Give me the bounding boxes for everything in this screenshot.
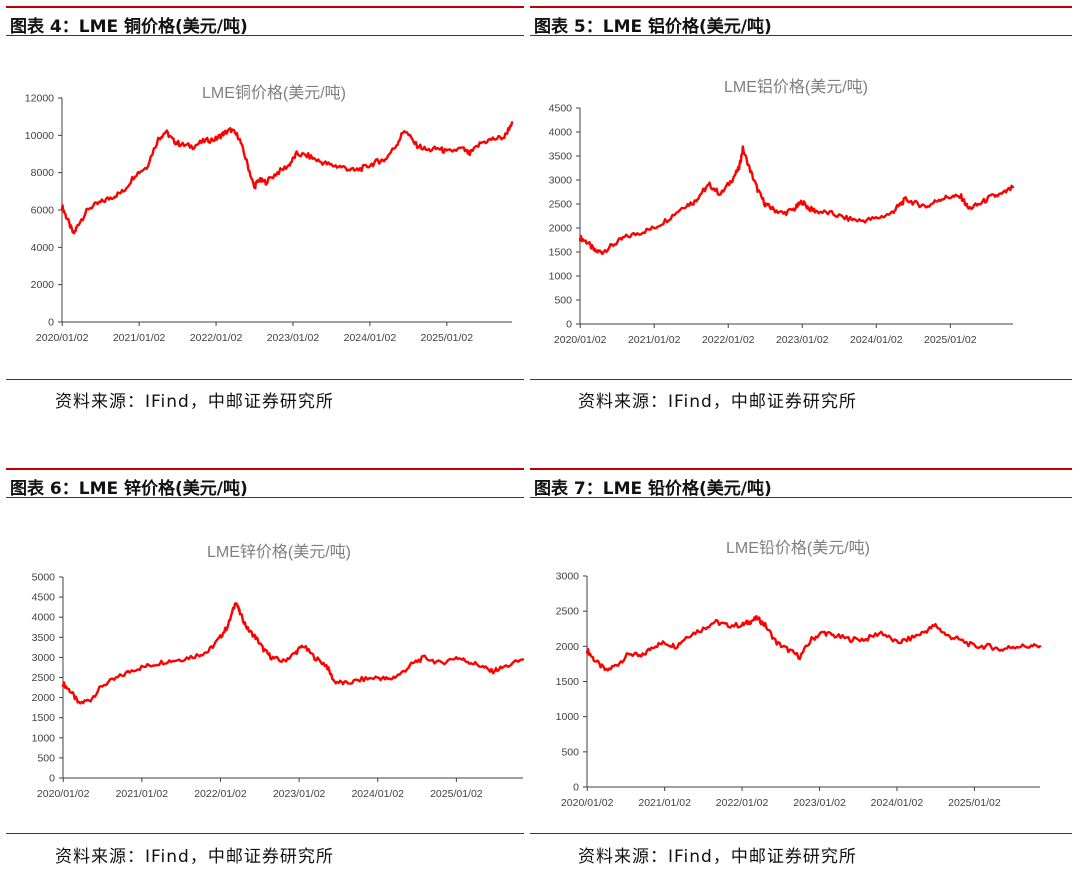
panel-3-source-line [530, 833, 1072, 834]
y-tick-label: 4000 [31, 242, 55, 254]
x-tick-label: 2020/01/02 [561, 797, 614, 809]
series-line [580, 147, 1013, 254]
y-tick-label: 1500 [32, 712, 56, 724]
x-tick-label: 2025/01/02 [430, 788, 483, 800]
chart-title: LME铝价格(美元/吨) [724, 78, 868, 96]
panel-0-chart: LME铜价格(美元/吨) 0 2000 4000 6000 8000 10000 12000 2… [0, 0, 540, 360]
y-tick-label: 0 [49, 773, 55, 785]
y-tick-label: 0 [573, 782, 579, 794]
y-tick-label: 2000 [32, 692, 56, 704]
y-tick-label: 1000 [556, 711, 580, 723]
y-tick-label: 3500 [32, 632, 56, 644]
y-tick-label: 500 [561, 746, 579, 758]
x-tick-label: 2021/01/02 [628, 334, 681, 346]
panel-3-source: 资料来源：IFind，中邮证券研究所 [578, 842, 857, 867]
y-tick-label: 2000 [31, 279, 55, 291]
y-tick-label: 1500 [549, 247, 573, 259]
y-tick-label: 4000 [549, 127, 573, 139]
y-tick-label: 3000 [556, 571, 580, 583]
y-tick-label: 4000 [32, 612, 56, 624]
x-tick-label: 2024/01/02 [344, 332, 397, 344]
x-tick-label: 2022/01/02 [194, 788, 247, 800]
chart-title: LME铜价格(美元/吨) [202, 84, 346, 102]
y-tick-label: 1500 [556, 676, 580, 688]
panel-0-source-line [6, 379, 524, 380]
y-tick-label: 2500 [556, 606, 580, 618]
x-tick-label: 2024/01/02 [850, 334, 903, 346]
y-tick-label: 4500 [32, 592, 56, 604]
series-line [62, 122, 512, 233]
x-tick-label: 2021/01/02 [116, 788, 169, 800]
x-tick-label: 2022/01/02 [702, 334, 755, 346]
x-tick-label: 2024/01/02 [871, 797, 924, 809]
x-tick-label: 2023/01/02 [776, 334, 829, 346]
panel-1-source: 资料来源：IFind，中邮证券研究所 [578, 387, 857, 412]
x-tick-label: 2020/01/02 [36, 332, 89, 344]
panel-2-chart: LME锌价格(美元/吨) 0 500 1000 1500 2000 2500 3000 3500… [0, 460, 540, 820]
panel-2-source: 资料来源：IFind，中邮证券研究所 [55, 842, 334, 867]
panel-1-chart: LME铝价格(美元/吨) 0 500 1000 1500 2000 2500 3000 3500… [540, 0, 1080, 360]
x-tick-label: 2025/01/02 [924, 334, 977, 346]
panel-1-source-line [530, 379, 1072, 380]
y-tick-label: 3500 [549, 151, 573, 163]
y-tick-label: 1000 [32, 732, 56, 744]
y-tick-label: 3000 [549, 175, 573, 187]
x-tick-label: 2023/01/02 [793, 797, 846, 809]
y-tick-label: 0 [48, 317, 54, 329]
x-tick-label: 2021/01/02 [113, 332, 166, 344]
x-tick-label: 2025/01/02 [948, 797, 1001, 809]
y-tick-label: 0 [566, 319, 572, 331]
x-tick-label: 2022/01/02 [190, 332, 243, 344]
x-tick-label: 2023/01/02 [267, 332, 320, 344]
x-tick-label: 2022/01/02 [716, 797, 769, 809]
y-tick-label: 4500 [549, 103, 573, 115]
y-tick-label: 500 [554, 295, 572, 307]
x-tick-label: 2024/01/02 [351, 788, 404, 800]
series-line [587, 616, 1040, 670]
x-tick-label: 2025/01/02 [421, 332, 474, 344]
y-tick-label: 10000 [25, 130, 54, 142]
y-tick-label: 5000 [32, 572, 56, 584]
y-tick-label: 2000 [549, 223, 573, 235]
y-tick-label: 2500 [32, 672, 56, 684]
y-tick-label: 2500 [549, 199, 573, 211]
y-tick-label: 1000 [549, 271, 573, 283]
chart-title: LME锌价格(美元/吨) [207, 543, 351, 561]
y-tick-label: 8000 [31, 167, 55, 179]
y-tick-label: 500 [37, 752, 55, 764]
y-tick-label: 12000 [25, 93, 54, 105]
y-tick-label: 3000 [32, 652, 56, 664]
x-tick-label: 2023/01/02 [273, 788, 326, 800]
panel-0-source: 资料来源：IFind，中邮证券研究所 [55, 387, 334, 412]
y-tick-label: 6000 [31, 205, 55, 217]
chart-title: LME铅价格(美元/吨) [726, 539, 870, 557]
series-line [63, 603, 523, 703]
x-tick-label: 2020/01/02 [554, 334, 607, 346]
panel-2-source-line [6, 833, 524, 834]
x-tick-label: 2020/01/02 [37, 788, 90, 800]
panel-3-chart: LME铅价格(美元/吨) 0 500 1000 1500 2000 2500 3000 2020… [540, 460, 1080, 820]
y-tick-label: 2000 [556, 641, 580, 653]
x-tick-label: 2021/01/02 [638, 797, 691, 809]
